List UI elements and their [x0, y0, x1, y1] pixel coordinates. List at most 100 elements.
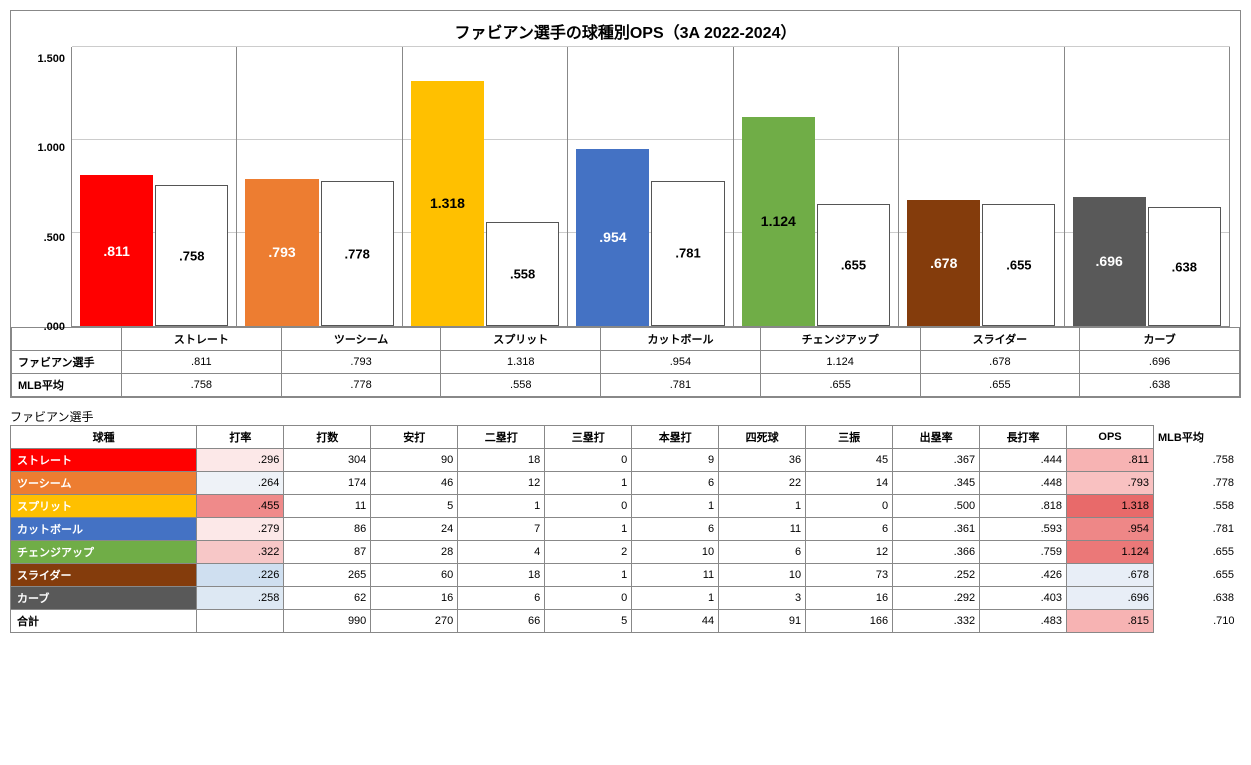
stats-cell: .811	[1067, 449, 1154, 472]
stats-cell: .258	[197, 587, 284, 610]
stats-col-header: 安打	[371, 426, 458, 449]
stats-cell: 9	[632, 449, 719, 472]
y-tick-label: .500	[44, 232, 71, 244]
stats-cell: .758	[1154, 449, 1241, 472]
pitch-name-cell: ツーシーム	[11, 472, 197, 495]
stats-cell: .954	[1067, 518, 1154, 541]
stats-cell: .818	[980, 495, 1067, 518]
stats-cell: 0	[806, 495, 893, 518]
stats-cell: 1.124	[1067, 541, 1154, 564]
stats-cell: 11	[719, 518, 806, 541]
stats-cell: .500	[893, 495, 980, 518]
stats-col-header: 二塁打	[458, 426, 545, 449]
y-tick-label: 1.500	[37, 53, 71, 65]
stats-cell: 5	[545, 610, 632, 633]
stats-cell: 1	[458, 495, 545, 518]
bar-average: .781	[651, 181, 724, 326]
stats-cell: .655	[1154, 564, 1241, 587]
stats-cell: .264	[197, 472, 284, 495]
stats-cell: .366	[893, 541, 980, 564]
stats-cell: .793	[1067, 472, 1154, 495]
stats-cell: 1	[545, 564, 632, 587]
stats-cell	[197, 610, 284, 633]
stats-cell: 1.318	[1067, 495, 1154, 518]
stats-cell: .279	[197, 518, 284, 541]
bar-player: .696	[1073, 197, 1146, 326]
chart-container: ファビアン選手の球種別OPS（3A 2022-2024） 1.500 1.000.…	[10, 10, 1241, 398]
bar-average: .655	[982, 204, 1055, 326]
chart-title: ファビアン選手の球種別OPS（3A 2022-2024）	[11, 11, 1240, 47]
category-3: .954.781	[568, 47, 733, 326]
stats-cell: 60	[371, 564, 458, 587]
stats-cell: 265	[284, 564, 371, 587]
stats-cell: 7	[458, 518, 545, 541]
stats-cell: 10	[632, 541, 719, 564]
plot-area: 1.5001.000.500.000 .811.758.793.7781.318…	[11, 47, 1240, 327]
stats-cell: .296	[197, 449, 284, 472]
bar-player: .678	[907, 200, 980, 326]
stats-cell: .483	[980, 610, 1067, 633]
stats-cell: 304	[284, 449, 371, 472]
category-label: スプリット	[441, 328, 601, 351]
stats-cell: 11	[284, 495, 371, 518]
stats-cell: .444	[980, 449, 1067, 472]
pitch-name-cell: スプリット	[11, 495, 197, 518]
stats-cell: .252	[893, 564, 980, 587]
stats-cell: 18	[458, 564, 545, 587]
stats-cell: .448	[980, 472, 1067, 495]
stats-cell: .638	[1154, 587, 1241, 610]
stats-cell: 6	[458, 587, 545, 610]
stats-col-header: 出塁率	[893, 426, 980, 449]
category-label: チェンジアップ	[760, 328, 920, 351]
stats-cell: .710	[1154, 610, 1241, 633]
category-4: 1.124.655	[734, 47, 899, 326]
stats-cell: .292	[893, 587, 980, 610]
stats-cell: 0	[545, 587, 632, 610]
stats-cell: 14	[806, 472, 893, 495]
category-label: カーブ	[1080, 328, 1240, 351]
stats-cell: 86	[284, 518, 371, 541]
stats-cell: .226	[197, 564, 284, 587]
stats-cell: 18	[458, 449, 545, 472]
category-label: スライダー	[920, 328, 1080, 351]
stats-cell: 166	[806, 610, 893, 633]
stats-cell: 45	[806, 449, 893, 472]
bar-average: .758	[155, 185, 228, 326]
stats-cell: 12	[806, 541, 893, 564]
stats-cell: 0	[545, 449, 632, 472]
bar-player: .793	[245, 179, 318, 326]
y-axis: 1.5001.000.500.000	[21, 47, 71, 327]
pitch-name-cell: スライダー	[11, 564, 197, 587]
stats-cell: .361	[893, 518, 980, 541]
stats-cell: 4	[458, 541, 545, 564]
stats-cell: 91	[719, 610, 806, 633]
stats-cell: .678	[1067, 564, 1154, 587]
y-tick-label: .000	[44, 321, 71, 333]
stats-cell: 46	[371, 472, 458, 495]
stats-cell: 36	[719, 449, 806, 472]
stats-col-header: 球種	[11, 426, 197, 449]
stats-cell: 270	[371, 610, 458, 633]
stats-cell: 90	[371, 449, 458, 472]
stats-cell: .322	[197, 541, 284, 564]
bar-player: 1.318	[411, 81, 484, 326]
stats-col-header: 打数	[284, 426, 371, 449]
y-tick-label: 1.000	[37, 142, 71, 154]
stats-cell: 1	[545, 518, 632, 541]
stats-cell: .696	[1067, 587, 1154, 610]
stats-cell: 1	[545, 472, 632, 495]
stats-cell: 16	[371, 587, 458, 610]
stats-cell: 1	[632, 587, 719, 610]
stats-col-header: 四死球	[719, 426, 806, 449]
category-label: ストレート	[122, 328, 282, 351]
stats-cell: 12	[458, 472, 545, 495]
stats-cell: .781	[1154, 518, 1241, 541]
bar-player: .811	[80, 175, 153, 326]
pitch-name-cell: チェンジアップ	[11, 541, 197, 564]
bar-average: .655	[817, 204, 890, 326]
stats-cell: 1	[719, 495, 806, 518]
stats-cell: 6	[632, 518, 719, 541]
stats-cell: 10	[719, 564, 806, 587]
stats-col-header: 三塁打	[545, 426, 632, 449]
category-0: .811.758	[72, 47, 237, 326]
